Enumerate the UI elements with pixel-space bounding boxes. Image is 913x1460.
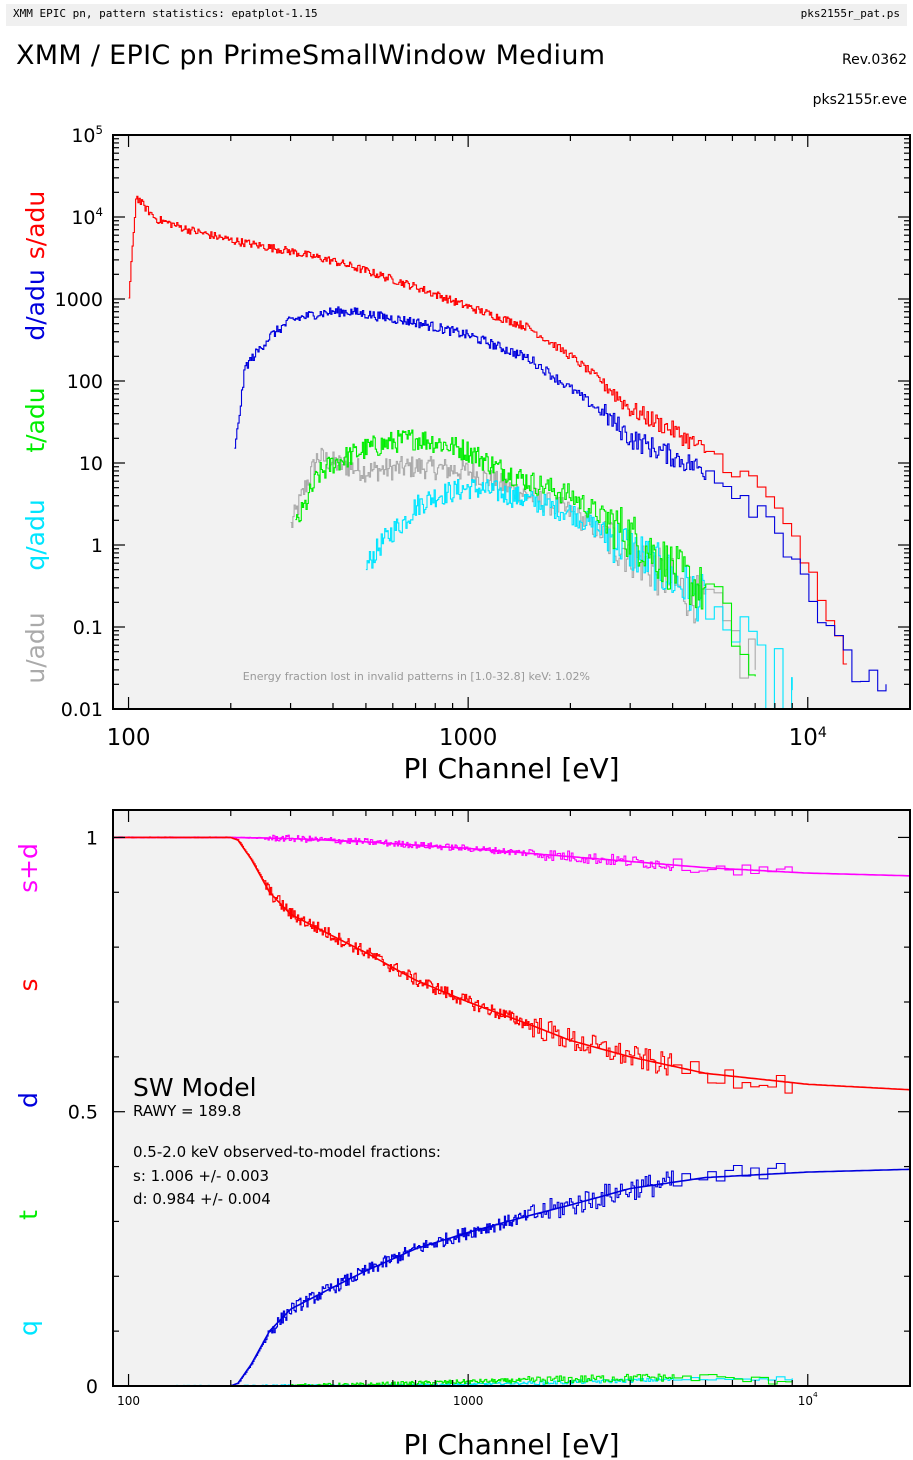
y-axis-label-q: q: [14, 1320, 43, 1336]
bottom-plot-frame: [112, 809, 911, 1387]
series-t-observed: [290, 1373, 793, 1387]
top-plot-x-tick-label: 100: [107, 725, 151, 751]
y-axis-label-s: s: [14, 978, 43, 991]
top-plot-x-tick-label: 104: [789, 725, 827, 751]
y-axis-label-u-adu: u/adu: [21, 612, 50, 683]
top-plot-y-tick-label: 10: [79, 453, 103, 475]
top-plot-y-tick-label: 0.1: [73, 617, 103, 639]
y-axis-label-s-adu: s/adu: [21, 191, 50, 259]
bottom-plot-x-tick-label: 1000: [453, 1394, 484, 1408]
series-s-d-model: [113, 836, 910, 877]
series-d-adu-line: [234, 306, 887, 692]
bottom-plot-x-tick-label: 104: [798, 1390, 818, 1408]
top-plot-series-group: [128, 195, 887, 710]
bottom-plot-y-tick-label: 0: [86, 1376, 98, 1398]
model-label: SW Model: [133, 1073, 257, 1102]
y-axis-label-q-adu: q/adu: [21, 499, 50, 570]
top-plot-y-tick-label: 1: [91, 535, 103, 557]
ps-filename: pks2155r_pat.ps: [800, 7, 900, 20]
program-label: XMM EPIC pn, pattern statistics: epatplo…: [13, 7, 318, 20]
series-s-model: [113, 836, 911, 1091]
fraction-d: d: 0.984 +/- 0.004: [133, 1190, 271, 1208]
y-axis-label-s-d: s+d: [14, 843, 43, 893]
bottom-plot-background: [113, 810, 910, 1386]
y-axis-label-t-adu: t/adu: [21, 387, 50, 452]
top-plot-frame: [112, 134, 911, 710]
top-plot-background: [113, 135, 910, 709]
bottom-plot-x-tick-label: 100: [117, 1394, 140, 1408]
y-axis-label-d-adu: d/adu: [21, 269, 50, 340]
top-plot-y-tick-label: 104: [71, 205, 103, 229]
bottom-plot-y-tick-label: 1: [86, 827, 98, 849]
event-file-label: pks2155r.eve: [812, 92, 907, 108]
top-plot-x-axis-label: PI Channel [eV]: [403, 752, 619, 785]
series-d-model: [113, 1168, 911, 1387]
y-axis-label-d: d: [14, 1092, 43, 1108]
bottom-plot-x-axis-label: PI Channel [eV]: [403, 1428, 619, 1460]
top-plot-y-tick-label: 100: [67, 371, 103, 393]
energy-fraction-note: Energy fraction lost in invalid patterns…: [243, 670, 590, 683]
revision-label: Rev.0362: [842, 52, 907, 68]
series-t-adu-line: [295, 429, 756, 677]
header-bar: [6, 4, 907, 26]
series-s-adu-line: [128, 195, 848, 665]
top-plot-x-tick-label: 1000: [439, 725, 498, 751]
top-plot-y-tick-label: 0.01: [61, 699, 103, 721]
rawy-label: RAWY = 189.8: [133, 1102, 241, 1120]
y-axis-label-t: t: [14, 1210, 43, 1220]
fractions-title: 0.5-2.0 keV observed-to-model fractions:: [133, 1143, 441, 1161]
page-title: XMM / EPIC pn PrimeSmallWindow Medium: [16, 40, 606, 71]
bottom-plot-y-tick-label: 0.5: [68, 1102, 98, 1124]
top-plot-y-tick-label: 105: [71, 123, 103, 147]
series-q-adu-line: [365, 478, 793, 710]
top-plot-y-tick-label: 1000: [55, 289, 103, 311]
fraction-s: s: 1.006 +/- 0.003: [133, 1167, 269, 1185]
